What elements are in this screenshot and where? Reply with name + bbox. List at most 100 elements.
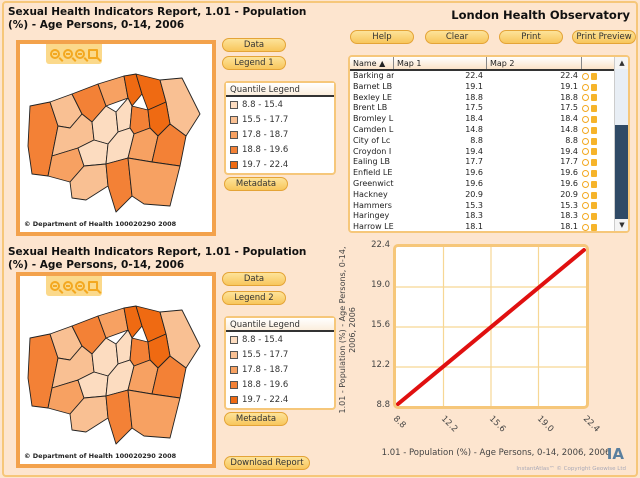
print-button[interactable]: Print <box>499 30 563 44</box>
map2-panel[interactable]: © Department of Health 100020290 2008 <box>16 272 216 468</box>
legend-swatch[interactable] <box>230 335 238 344</box>
y-tick: 15.6 <box>371 320 390 330</box>
map2-data-button[interactable]: Data <box>222 272 286 286</box>
scroll-up-icon[interactable]: ▲ <box>615 57 628 69</box>
legend-item: 19.7 - 22.4 <box>226 157 334 172</box>
table-row[interactable]: City of Lc 8.8 8.8 <box>350 136 628 147</box>
column-header-map2[interactable]: Map 2 <box>487 57 582 69</box>
map-region <box>105 157 133 213</box>
zoom-to-area-icon[interactable] <box>582 72 589 80</box>
zoom-to-area-icon[interactable] <box>582 224 589 231</box>
area-report-icon[interactable] <box>591 72 597 80</box>
legend-swatch[interactable] <box>230 160 238 169</box>
table-header: Name ▲ Map 1 Map 2 <box>350 57 628 71</box>
london-choropleth-map[interactable] <box>20 298 212 458</box>
table-row[interactable]: Barking ar 22.4 22.4 <box>350 71 628 82</box>
map-region <box>127 157 181 207</box>
table-row[interactable]: Camden L 14.8 14.8 <box>350 125 628 136</box>
zoom-extent-icon[interactable] <box>75 281 86 291</box>
map2-legend-button[interactable]: Legend 2 <box>222 291 286 305</box>
table-row[interactable]: Harrow LE 18.1 18.1 <box>350 222 628 231</box>
zoom-to-area-icon[interactable] <box>582 159 589 167</box>
area-report-icon[interactable] <box>591 159 597 167</box>
zoom-select-icon[interactable] <box>87 281 98 291</box>
scatter-plot-canvas <box>396 247 586 406</box>
map1-legend-button[interactable]: Legend 1 <box>222 56 286 70</box>
map1-data-button[interactable]: Data <box>222 38 286 52</box>
area-report-icon[interactable] <box>591 94 597 102</box>
table-row[interactable]: Bromley L 18.4 18.4 <box>350 114 628 125</box>
zoom-to-area-icon[interactable] <box>582 148 589 156</box>
legend-swatch[interactable] <box>230 145 238 154</box>
table-row[interactable]: Greenwict 19.6 19.6 <box>350 179 628 190</box>
london-choropleth-map[interactable] <box>20 66 212 226</box>
scroll-down-icon[interactable]: ▼ <box>615 219 628 231</box>
legend-swatch[interactable] <box>230 100 238 109</box>
zoom-to-area-icon[interactable] <box>582 105 589 113</box>
area-report-icon[interactable] <box>591 202 597 210</box>
cell-map1: 18.3 <box>465 211 483 221</box>
map1-metadata-button[interactable]: Metadata <box>224 177 288 191</box>
zoom-to-area-icon[interactable] <box>582 213 589 221</box>
zoom-out-icon[interactable] <box>62 49 73 59</box>
column-header-map1[interactable]: Map 1 <box>394 57 487 69</box>
scroll-thumb[interactable] <box>615 125 628 219</box>
zoom-to-area-icon[interactable] <box>582 170 589 178</box>
table-row[interactable]: Enfield LE 19.6 19.6 <box>350 168 628 179</box>
area-report-icon[interactable] <box>591 83 597 91</box>
legend-swatch[interactable] <box>230 365 238 374</box>
map1-panel[interactable]: © Department of Health 100020290 2008 <box>16 40 216 236</box>
legend-swatch[interactable] <box>230 395 238 404</box>
zoom-to-area-icon[interactable] <box>582 191 589 199</box>
zoom-to-area-icon[interactable] <box>582 137 589 145</box>
table-row[interactable]: Hackney 20.9 20.9 <box>350 190 628 201</box>
map-region <box>151 123 187 167</box>
area-report-icon[interactable] <box>591 224 597 231</box>
zoom-to-area-icon[interactable] <box>582 180 589 188</box>
cell-map1: 18.8 <box>465 92 483 102</box>
table-row[interactable]: Bexley LE 18.8 18.8 <box>350 93 628 104</box>
cell-map1: 14.8 <box>465 124 483 134</box>
zoom-select-icon[interactable] <box>87 49 98 59</box>
area-report-icon[interactable] <box>591 180 597 188</box>
zoom-to-area-icon[interactable] <box>582 202 589 210</box>
table-row[interactable]: Haringey 18.3 18.3 <box>350 211 628 222</box>
clear-button[interactable]: Clear <box>425 30 489 44</box>
zoom-to-area-icon[interactable] <box>582 116 589 124</box>
download-report-button[interactable]: Download Report <box>224 456 310 470</box>
scatter-plot[interactable] <box>393 244 589 409</box>
zoom-in-icon[interactable] <box>50 281 61 291</box>
legend-swatch[interactable] <box>230 380 238 389</box>
branding-text: InstantAtlas™ © Copyright Geowise Ltd <box>516 466 626 472</box>
column-header-name[interactable]: Name ▲ <box>350 57 394 69</box>
legend-swatch[interactable] <box>230 130 238 139</box>
area-report-icon[interactable] <box>591 191 597 199</box>
zoom-to-area-icon[interactable] <box>582 126 589 134</box>
area-report-icon[interactable] <box>591 213 597 221</box>
zoom-out-icon[interactable] <box>62 281 73 291</box>
cell-map2: 22.4 <box>560 71 578 80</box>
cell-name: Hackney <box>353 189 388 199</box>
table-row[interactable]: Barnet LB 19.1 19.1 <box>350 82 628 93</box>
area-report-icon[interactable] <box>591 148 597 156</box>
table-row[interactable]: Hammers 15.3 15.3 <box>350 201 628 212</box>
table-row[interactable]: Brent LB 17.5 17.5 <box>350 103 628 114</box>
table-row[interactable]: Croydon I 19.4 19.4 <box>350 147 628 158</box>
area-report-icon[interactable] <box>591 126 597 134</box>
zoom-to-area-icon[interactable] <box>582 94 589 102</box>
map2-metadata-button[interactable]: Metadata <box>224 412 288 426</box>
area-report-icon[interactable] <box>591 116 597 124</box>
zoom-to-area-icon[interactable] <box>582 83 589 91</box>
legend-swatch[interactable] <box>230 350 238 359</box>
legend-swatch[interactable] <box>230 115 238 124</box>
legend-item: 18.8 - 19.6 <box>226 377 334 392</box>
area-report-icon[interactable] <box>591 105 597 113</box>
area-report-icon[interactable] <box>591 170 597 178</box>
zoom-in-icon[interactable] <box>50 49 61 59</box>
table-row[interactable]: Ealing LB 17.7 17.7 <box>350 157 628 168</box>
area-report-icon[interactable] <box>591 137 597 145</box>
table-scrollbar[interactable]: ▲ ▼ <box>614 57 628 231</box>
help-button[interactable]: Help <box>350 30 414 44</box>
print-preview-button[interactable]: Print Preview <box>572 30 636 44</box>
zoom-extent-icon[interactable] <box>75 49 86 59</box>
